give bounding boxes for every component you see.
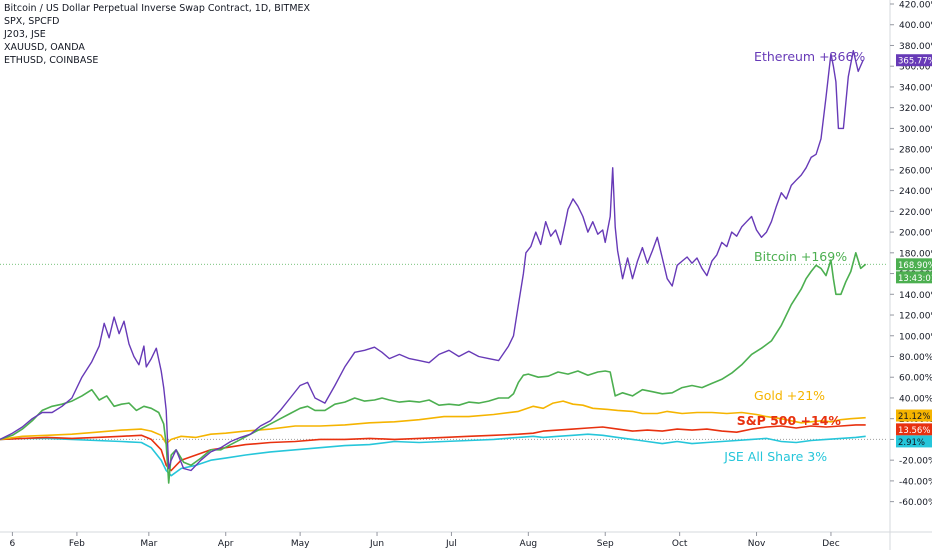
y-tick-label: 400.00% (899, 21, 932, 31)
y-tick-label: 280.00% (899, 146, 932, 156)
legend-main-symbol[interactable]: Bitcoin / US Dollar Perpetual Inverse Sw… (4, 3, 311, 14)
jse-annotation: JSE All Share 3% (723, 449, 827, 464)
x-tick-label: Jun (369, 539, 384, 549)
legend-xauusd[interactable]: XAUUSD, OANDA (4, 42, 85, 53)
bitcoin-line (0, 252, 867, 484)
price-axis[interactable]: 420.00% 400.00% 380.00% 360.00% 340.00% 320.0… (889, 0, 932, 550)
gold-last-value-badge (896, 409, 932, 422)
y-tick-label: 240.00% (899, 187, 932, 197)
y-tick-label: 320.00% (899, 104, 932, 114)
y-tick-label: 420.00% (899, 1, 932, 11)
legend-spx[interactable]: SPX, SPCFD (4, 16, 60, 27)
y-tick-label: 40.00% (899, 394, 932, 404)
y-tick-label: 200.00% (899, 229, 932, 239)
y-tick-label: 120.00% (899, 312, 932, 322)
x-tick-label: Feb (69, 539, 85, 549)
y-tick-label: 80.00% (899, 353, 932, 363)
legend-ethusd[interactable]: ETHUSD, COINBASE (4, 55, 99, 66)
ethereum-last-value-label: 365.77% (898, 57, 932, 67)
gold-last-value-label: 21.12% (898, 412, 930, 422)
bitcoin-countdown-label: 13:43:01 (898, 274, 932, 284)
ethereum-last-value-badge (896, 54, 932, 67)
jse-last-value-badge (896, 435, 932, 448)
x-tick-label: Aug (520, 539, 538, 549)
series-lines (0, 50, 867, 484)
jse-last-value-label: 2.91% (898, 438, 925, 448)
ethereum-annotation: Ethereum +366% (754, 49, 865, 64)
y-tick-label: 180.00% (899, 249, 932, 259)
sp500-last-value-label: 13.56% (898, 426, 930, 436)
x-tick-label: Jul (445, 539, 457, 549)
y-tick-label: 100.00% (899, 332, 932, 342)
x-tick-label: Mar (140, 539, 157, 549)
y-tick-label: 360.00% (899, 63, 932, 73)
y-tick-label: -20.00% (899, 457, 932, 467)
bitcoin-countdown-badge (896, 271, 932, 284)
sp500-annotation: S&P 500 +14% (737, 413, 842, 428)
bitcoin-annotation: Bitcoin +169% (754, 249, 847, 264)
gold-annotation: Gold +21% (754, 388, 825, 403)
last-value-labels: 365.77% 168.90% 21.12% 13.56% 2.91% 13:43:01 (896, 54, 932, 448)
grid (0, 263, 888, 440)
series-annotations: Ethereum +366% Bitcoin +169% Gold +21% S&P … (723, 49, 865, 464)
legend-j203[interactable]: J203, JSE (4, 29, 46, 40)
y-tick-label: 60.00% (899, 374, 932, 384)
legend: Bitcoin / US Dollar Perpetual Inverse Sw… (4, 2, 310, 67)
bitcoin-last-value-label: 168.90% (898, 261, 932, 271)
sp500-last-value-badge (896, 423, 932, 436)
y-tick-label: 340.00% (899, 83, 932, 93)
jse-line (0, 433, 866, 477)
y-tick-label: 140.00% (899, 291, 932, 301)
x-tick-label: May (291, 539, 310, 549)
ethereum-line (0, 50, 864, 472)
y-tick-label: 220.00% (899, 208, 932, 218)
x-tick-label: 6 (10, 539, 16, 549)
y-tick-label: 300.00% (899, 125, 932, 135)
y-tick-label: -60.00% (899, 498, 932, 508)
y-tick-label: -40.00% (899, 477, 932, 487)
x-tick-label: Nov (748, 539, 766, 549)
y-tick-label: 380.00% (899, 42, 932, 52)
x-tick-label: Sep (597, 539, 614, 549)
x-tick-label: Dec (822, 539, 839, 549)
y-tick-label: 260.00% (899, 166, 932, 176)
bitcoin-last-value-badge (896, 258, 932, 271)
sp500-line (0, 424, 866, 472)
x-tick-label: Apr (218, 539, 234, 549)
time-axis[interactable]: 6 Feb Mar Apr May Jun Jul Aug Sep Oct Nov Dec (0, 531, 932, 549)
x-tick-label: Oct (672, 539, 688, 549)
